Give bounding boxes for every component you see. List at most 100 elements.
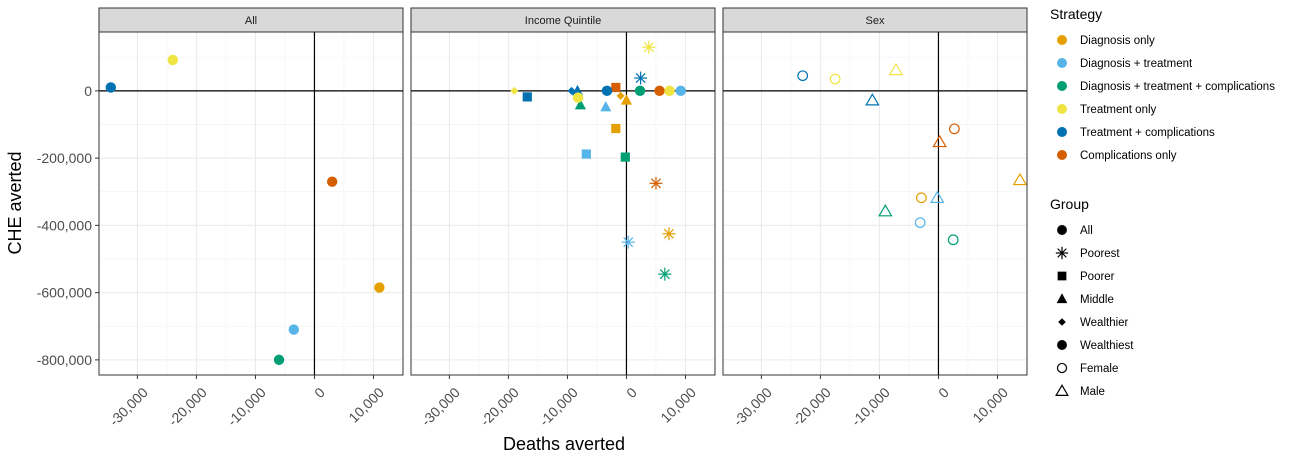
point-middle-diagnosis-treatment-complications [574,98,587,110]
x-tick-label: -30,000 [730,384,775,429]
point-male-diagnosis-only [1012,172,1028,186]
x-axis-0: -30,000 -20,000 -10,000 0 10,000 [106,375,387,429]
facet-panel-0: All [98,7,404,376]
legend-group-entries: All Poorest Poorer Middle Wealthier Wealthies… [1055,225,1134,398]
point-poorer-diagnosis-treatment [581,149,591,159]
panel-border [722,31,1028,376]
x-tick-label: -30,000 [106,384,151,429]
legend-group-item: Middle [1056,293,1114,306]
legend-group-swatch [1055,384,1069,396]
facet-strip-label: Income Quintile [525,15,601,27]
legend-group-label: Wealthier [1080,317,1129,329]
point-wealthiest-complications-only [654,85,665,97]
point-wealthiest-treatment-only [572,92,584,103]
legend-strategy-item: Treatment + complications [1057,127,1215,139]
x-tick-label: 0 [311,384,328,401]
point-middle-diagnosis-treatment [600,100,612,112]
point-female-diagnosis-only [915,192,927,204]
legend-strategy-label: Diagnosis + treatment + complications [1080,81,1275,93]
point-wealthiest-diagnosis-treatment-complications [634,85,646,97]
legend-strategy-entries: Diagnosis only Diagnosis + treatment Diagn… [1057,35,1275,162]
facet-panels: All Income Quintile Sex [98,7,1028,376]
point-female-treatment-complications [797,70,809,82]
legend-group-label: Poorer [1080,271,1115,283]
legend-strategy-label: Treatment + complications [1080,127,1215,139]
x-tick-label: 10,000 [345,384,387,426]
legend-strategy-item: Diagnosis only [1057,35,1155,47]
point-female-treatment-only [829,73,841,85]
point-all-complications-only [326,176,338,187]
facet-panel-2: Sex [722,7,1028,376]
legend-group-label: Male [1080,386,1105,398]
point-male-diagnosis-treatment-complications [878,204,893,217]
legend-group-item: Poorer [1057,271,1115,283]
x-axes: -30,000 -20,000 -10,000 0 10,000 -30,000 -20,0… [106,375,1011,429]
legend-group-swatch [1058,318,1066,326]
point-wealthiest-treatment-complications [601,85,613,97]
legend-strategy-item: Treatment only [1057,104,1157,116]
legend-group-swatch [1055,246,1069,260]
facet-strip-label: Sex [866,15,885,27]
point-all-diagnosis-only [374,282,385,293]
legend-strategy-item: Diagnosis + treatment + complications [1057,81,1275,93]
y-tick-label: -800,000 [37,352,92,368]
point-poorest-diagnosis-treatment-complications [658,267,672,281]
legend-group-label: Poorest [1080,248,1120,260]
legend-strategy-swatch [1057,104,1067,114]
legend-strategy-item: Diagnosis + treatment [1057,58,1193,70]
x-tick-label: 10,000 [969,384,1011,426]
point-poorer-complications-only [611,82,621,93]
point-wealthiest-treatment-only [664,85,675,97]
point-all-treatment-complications [105,82,117,93]
legend-group-label: Middle [1080,294,1114,306]
legend-group-item: Poorest [1055,246,1120,260]
point-poorest-diagnosis-treatment [621,235,635,249]
x-tick-label: 0 [623,384,640,401]
facet-strip [98,7,404,33]
x-axis-2: -30,000 -20,000 -10,000 0 10,000 [730,375,1011,429]
point-wealthiest-diagnosis-treatment [675,85,686,97]
point-female-diagnosis-treatment [914,217,926,229]
legend-group-item: Female [1056,362,1118,375]
panel-border [98,31,404,376]
y-tick-label: -200,000 [37,150,92,166]
x-tick-label: 10,000 [657,384,699,426]
legend-strategy-label: Diagnosis only [1080,35,1155,47]
point-male-diagnosis-treatment [930,190,945,203]
legend: Strategy Diagnosis only Diagnosis + treat… [1050,6,1275,398]
point-male-complications-only [932,134,947,148]
x-axis-1: -30,000 -20,000 -10,000 0 10,000 [418,375,699,429]
y-axis: -800,000 -600,000 -400,000 -200,000 0 [37,83,99,368]
legend-group-title: Group [1050,196,1089,212]
legend-group-item: Wealthiest [1057,340,1134,352]
facet-strip [410,7,716,33]
y-tick-label: -400,000 [37,217,92,233]
legend-strategy-swatch [1057,58,1067,68]
panel-border [410,31,716,376]
point-all-treatment-only [167,54,178,66]
legend-strategy-swatch [1057,127,1067,137]
facet-strip [722,7,1028,33]
x-tick-label: -20,000 [789,384,834,429]
point-poorer-diagnosis-treatment-complications [620,152,630,162]
point-wealthier-treatment-complications [567,86,576,95]
legend-strategy-title: Strategy [1050,6,1102,22]
legend-strategy-swatch [1057,81,1067,91]
point-wealthier-treatment-only [510,86,519,95]
legend-strategy-label: Complications only [1080,150,1177,162]
point-female-complications-only [948,123,960,135]
legend-group-item: Male [1055,384,1105,398]
x-tick-label: 0 [935,384,952,401]
legend-group-swatch [1057,340,1067,350]
legend-strategy-item: Complications only [1057,150,1177,162]
legend-strategy-label: Diagnosis + treatment [1080,58,1193,70]
legend-group-swatch [1056,293,1068,304]
point-middle-treatment-complications [571,84,584,96]
point-wealthier-diagnosis-only [616,91,625,100]
x-tick-label: -10,000 [848,384,893,429]
point-all-diagnosis-treatment [288,324,299,335]
points-layer [797,62,1028,246]
point-female-diagnosis-treatment-complications [947,234,959,246]
x-tick-label: -30,000 [418,384,463,429]
